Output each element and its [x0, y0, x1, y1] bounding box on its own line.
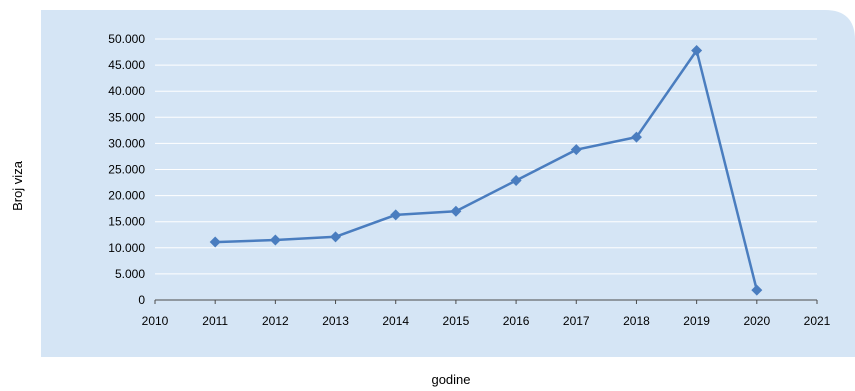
x-tick-label: 2017: [563, 314, 590, 328]
data-point: [390, 209, 402, 221]
x-tick-label: 2011: [202, 314, 228, 328]
data-point: [691, 44, 703, 56]
y-tick-label: 40.000: [108, 84, 145, 98]
axes: [154, 299, 818, 304]
y-tick-labels: 0 5.000 10.000 15.000 20.000 25.000 30.000 35.0…: [108, 32, 145, 307]
y-tick-label: 45.000: [108, 58, 145, 72]
y-tick-label: 25.000: [108, 163, 145, 177]
x-tick-label: 2020: [743, 314, 770, 328]
x-tick-label: 2015: [443, 314, 470, 328]
x-tick-label: 2014: [382, 314, 409, 328]
y-tick-label: 50.000: [108, 32, 145, 46]
gridlines: [155, 38, 817, 275]
x-tick-label: 2012: [262, 314, 289, 328]
y-tick-label: 35.000: [108, 110, 145, 124]
x-tick-label: 2016: [503, 314, 530, 328]
data-point: [751, 284, 763, 296]
series-line: [215, 49, 759, 291]
y-tick-label: 0: [138, 293, 145, 307]
data-point: [510, 174, 522, 186]
y-tick-label: 5.000: [115, 267, 145, 281]
x-tick-label: 2013: [322, 314, 349, 328]
data-point: [330, 231, 342, 243]
y-tick-label: 30.000: [108, 136, 145, 150]
data-point: [209, 236, 221, 248]
y-tick-label: 15.000: [108, 215, 145, 229]
x-tick-label: 2018: [623, 314, 650, 328]
plot-background: [41, 10, 855, 357]
x-tick-labels: 2010 2011 2012 2013 2014 2015 2016 2017 2018 2019…: [142, 314, 831, 328]
x-tick-label: 2010: [142, 314, 169, 328]
data-point: [450, 205, 462, 217]
y-tick-label: 10.000: [108, 241, 145, 255]
x-axis-title: godine: [431, 372, 470, 387]
data-point: [269, 234, 281, 246]
data-point: [630, 131, 642, 143]
y-tick-label: 20.000: [108, 189, 145, 203]
x-tick-label: 2019: [683, 314, 710, 328]
series: [209, 44, 763, 296]
x-tick-label: 2021: [804, 314, 831, 328]
data-point: [570, 144, 582, 156]
y-axis-title: Broj viza: [10, 160, 25, 211]
